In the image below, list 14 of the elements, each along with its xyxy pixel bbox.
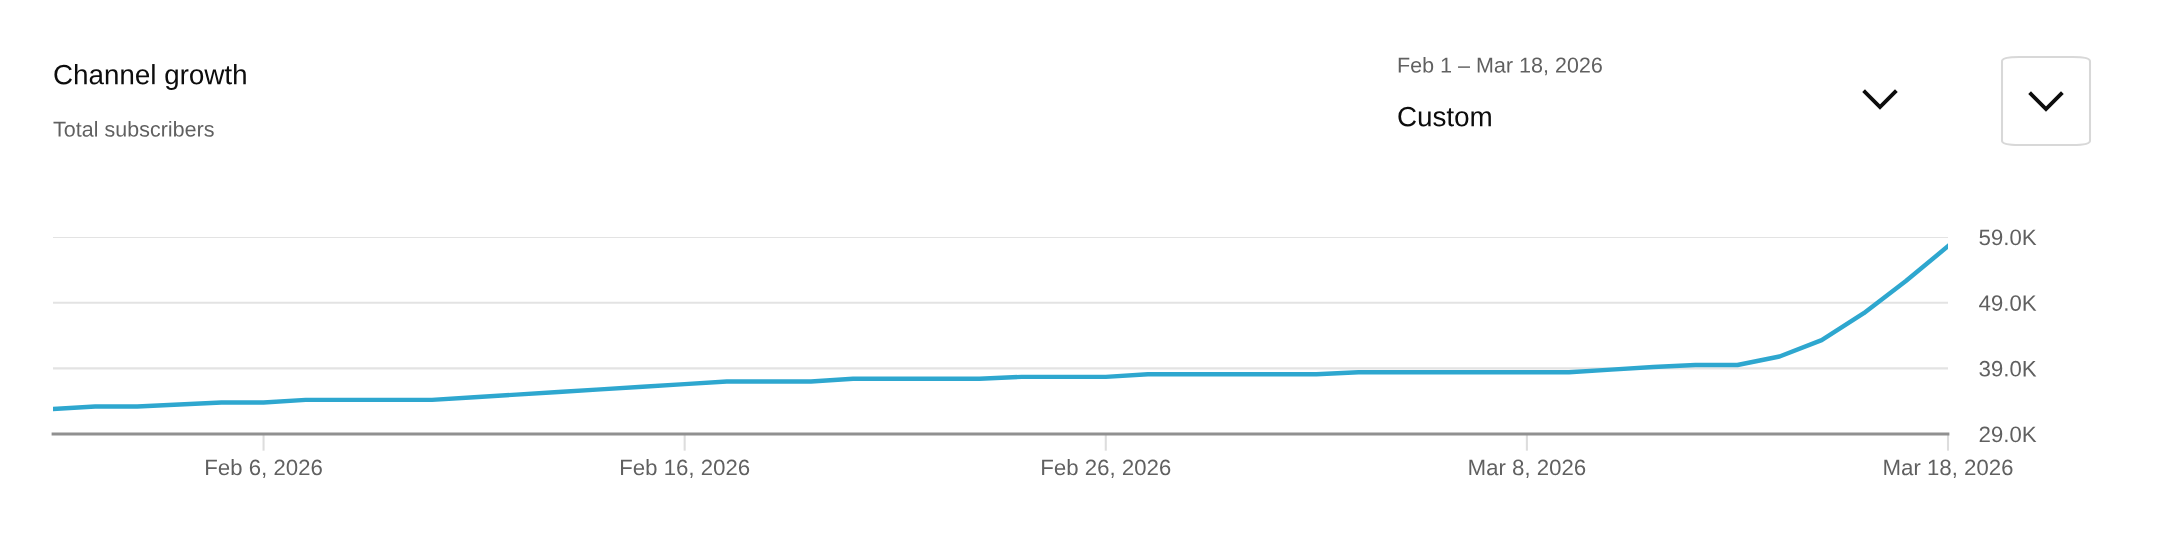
line-series	[53, 243, 1948, 412]
chart-title: Channel growth	[54, 64, 246, 90]
x-tick-label: Feb 16, 2026	[621, 459, 750, 478]
x-tick-label: Mar 18, 2026	[1884, 459, 2013, 478]
x-tick-label: Feb 6, 2026	[206, 459, 322, 478]
y-tick-label: 29.0K	[1979, 426, 2037, 443]
x-tick-label: Feb 26, 2026	[1042, 459, 1171, 478]
y-tick-label: 49.0K	[1979, 295, 2037, 311]
y-tick-label: 59.0K	[1979, 229, 2037, 246]
chart-subtitle: Total subscribers	[53, 120, 214, 137]
y-tick-label: 39.0K	[1979, 360, 2037, 377]
text: Custom	[1398, 106, 1491, 127]
x-tick-label: Mar 8, 2026	[1469, 459, 1586, 478]
text: Feb 1 – Mar 18, 2026	[1398, 56, 1602, 76]
